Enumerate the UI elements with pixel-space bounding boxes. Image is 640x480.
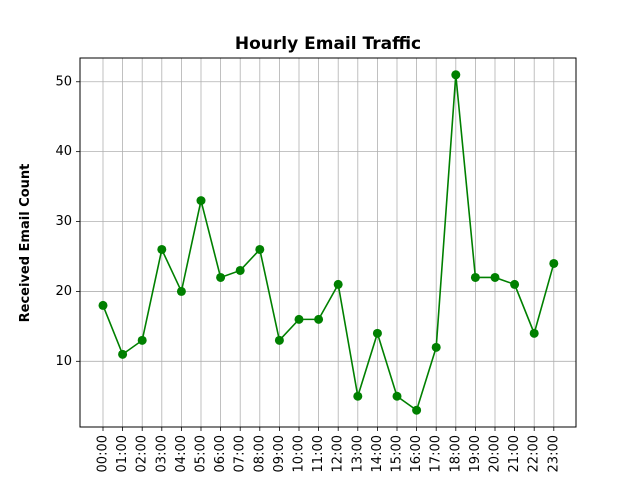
x-tick-label: 17:00 (429, 435, 444, 472)
x-tick-label: 09:00 (272, 435, 287, 472)
data-point (274, 335, 284, 345)
data-point (392, 391, 402, 401)
x-tick-label: 18:00 (448, 435, 463, 472)
x-tick-label: 01:00 (115, 435, 130, 472)
x-tick-label: 07:00 (233, 435, 248, 472)
data-point (431, 342, 441, 352)
x-tick-label: 22:00 (527, 435, 542, 472)
chart-title: Hourly Email Traffic (235, 34, 421, 54)
y-tick-label: 10 (55, 354, 72, 369)
x-tick-label: 21:00 (507, 435, 522, 472)
series (98, 70, 559, 415)
data-point (510, 279, 520, 289)
x-tick-label: 02:00 (135, 435, 150, 472)
y-tick-label: 20 (55, 284, 72, 299)
data-point (196, 196, 206, 206)
data-point (451, 70, 461, 80)
x-tick-label: 05:00 (194, 435, 209, 472)
data-point (216, 272, 226, 282)
x-tick-label: 10:00 (292, 435, 307, 472)
data-point (412, 405, 422, 415)
data-point (549, 258, 559, 268)
axis-ticks: 00:00 01:00 02:00 03:00 04:00 05:00 06:00 07:00… (55, 74, 561, 472)
x-tick-label: 06:00 (213, 435, 228, 472)
data-point (255, 244, 265, 254)
data-point (235, 265, 245, 275)
data-point (353, 391, 363, 401)
x-tick-label: 03:00 (154, 435, 169, 472)
plot-frame (79, 57, 577, 428)
x-tick-label: 19:00 (468, 435, 483, 472)
data-point (98, 300, 108, 310)
x-tick-label: 14:00 (370, 435, 385, 472)
data-point (137, 335, 147, 345)
x-tick-label: 00:00 (96, 435, 111, 472)
x-tick-label: 13:00 (350, 435, 365, 472)
data-point (314, 314, 324, 324)
data-point (294, 314, 304, 324)
series-line (102, 74, 555, 412)
data-point (118, 349, 128, 359)
data-point (333, 279, 343, 289)
x-tick-label: 12:00 (331, 435, 346, 472)
y-tick-label: 40 (55, 144, 72, 159)
y-axis-label: Received Email Count (18, 164, 33, 323)
data-point (176, 286, 186, 296)
grid (80, 58, 576, 427)
x-tick-label: 23:00 (546, 435, 561, 472)
x-tick-label: 20:00 (488, 435, 503, 472)
x-tick-label: 08:00 (252, 435, 267, 472)
x-tick-label: 04:00 (174, 435, 189, 472)
x-tick-label: 11:00 (311, 435, 326, 472)
data-point (529, 328, 539, 338)
data-point (490, 272, 500, 282)
y-tick-label: 50 (55, 74, 72, 89)
y-tick-label: 30 (55, 214, 72, 229)
x-tick-label: 16:00 (409, 435, 424, 472)
data-point (157, 244, 167, 254)
x-tick-label: 15:00 (390, 435, 405, 472)
data-point (470, 272, 480, 282)
data-point (372, 328, 382, 338)
